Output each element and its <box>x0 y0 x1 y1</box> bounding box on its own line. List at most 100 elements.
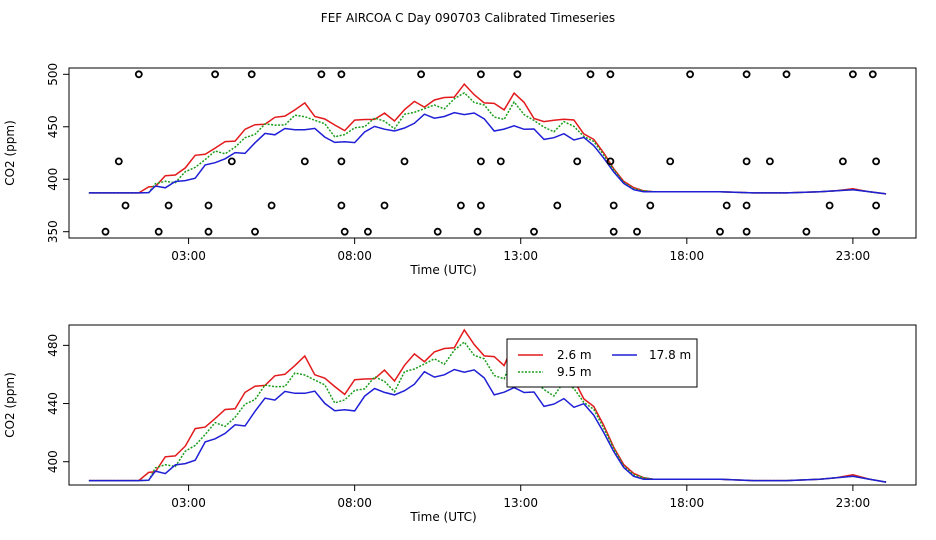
flag-marker <box>154 227 163 236</box>
flag-marker <box>337 70 346 79</box>
legend: 2.6 m 17.8 m 9.5 m <box>506 338 698 388</box>
flag-marker <box>251 227 259 236</box>
flag-marker <box>766 157 774 166</box>
flag-marker <box>211 70 220 79</box>
flag-marker <box>417 70 426 79</box>
flag-marker <box>101 227 110 236</box>
top-data-series <box>88 70 887 236</box>
flag-marker <box>204 227 213 236</box>
top-x-axis-label: Time (UTC) <box>409 263 476 277</box>
flag-marker <box>868 70 877 79</box>
flag-marker <box>742 227 751 236</box>
flag-marker <box>553 201 562 210</box>
top-axes: 03:00 08:00 13:00 18:00 23:00 350 400 450 500 <box>46 63 870 263</box>
flag-marker <box>666 157 675 166</box>
top-x-tick-label: 18:00 <box>670 249 705 263</box>
flag-marker <box>742 70 751 79</box>
flag-marker <box>722 201 731 210</box>
bottom-data-series <box>88 328 887 483</box>
flag-marker <box>433 227 442 236</box>
flag-marker <box>802 227 811 236</box>
top-y-tick-label: 350 <box>46 220 60 243</box>
flag-marker <box>456 201 465 210</box>
top-y-tick-label: 400 <box>46 168 60 191</box>
flag-marker <box>872 201 880 210</box>
flag-marker <box>633 227 641 236</box>
flag-marker <box>609 227 618 236</box>
top-series-9-5m <box>88 91 887 195</box>
flag-marker <box>586 70 595 79</box>
panel-top: 03:00 08:00 13:00 18:00 23:00 350 400 450 500 CO… <box>3 63 917 277</box>
flag-marker <box>340 227 349 236</box>
flag-marker <box>204 201 213 210</box>
flag-marker <box>825 201 834 210</box>
flag-marker <box>363 227 372 236</box>
bottom-y-tick-label: 480 <box>46 334 60 357</box>
bottom-axes: 03:00 08:00 13:00 18:00 23:00 400 440 480 <box>46 334 870 510</box>
flag-marker <box>849 70 857 79</box>
flag-marker <box>496 157 505 166</box>
bottom-series-9-5m <box>88 340 887 483</box>
top-x-tick-label: 08:00 <box>337 249 372 263</box>
legend-label-2-6m: 2.6 m <box>557 348 592 362</box>
flag-marker <box>530 227 538 236</box>
flag-marker <box>227 157 236 166</box>
top-x-tick-label: 13:00 <box>503 249 538 263</box>
flag-marker <box>317 70 326 79</box>
flag-marker <box>513 70 522 79</box>
flag-marker <box>400 157 409 166</box>
bottom-x-tick-label: 23:00 <box>836 496 871 510</box>
bottom-y-tick-label: 400 <box>46 450 60 473</box>
bottom-x-tick-label: 08:00 <box>337 496 372 510</box>
flag-marker <box>716 227 724 236</box>
chart-title: FEF AIRCOA C Day 090703 Calibrated Times… <box>321 11 615 25</box>
flag-marker <box>573 157 582 166</box>
top-x-tick-label: 03:00 <box>171 249 206 263</box>
plot-frame-top <box>68 67 917 239</box>
flag-marker <box>121 201 130 210</box>
flag-marker <box>839 157 847 166</box>
bottom-series-2-6m <box>88 328 887 483</box>
bottom-x-tick-label: 13:00 <box>503 496 538 510</box>
flag-marker <box>742 157 751 166</box>
panel-bottom: 03:00 08:00 13:00 18:00 23:00 400 440 480 CO2 (… <box>3 324 917 524</box>
top-y-axis-label: CO2 (ppm) <box>3 120 17 186</box>
top-x-tick-label: 23:00 <box>836 249 871 263</box>
flag-marker <box>606 70 615 79</box>
flag-marker <box>646 201 655 210</box>
top-series-17-8m <box>88 111 887 195</box>
flag-marker <box>134 70 143 79</box>
flag-marker <box>476 70 485 79</box>
flag-marker <box>267 201 276 210</box>
bottom-x-tick-label: 18:00 <box>670 496 705 510</box>
top-y-tick-label: 450 <box>46 115 60 138</box>
flag-marker <box>337 157 346 166</box>
bottom-series-17-8m <box>88 368 887 483</box>
legend-box <box>506 338 698 388</box>
flag-marker <box>686 70 694 79</box>
top-y-tick-label: 500 <box>46 63 60 86</box>
flag-marker <box>872 227 880 236</box>
flag-marker <box>476 201 485 210</box>
bottom-y-tick-label: 440 <box>46 392 60 415</box>
top-series-2-6m <box>88 82 887 195</box>
flag-marker <box>380 201 389 210</box>
flag-marker <box>476 157 485 166</box>
legend-label-17-8m: 17.8 m <box>649 348 691 362</box>
bottom-x-axis-label: Time (UTC) <box>409 510 476 524</box>
legend-label-9-5m: 9.5 m <box>557 365 592 379</box>
flag-marker <box>606 157 615 166</box>
plot-frame-bottom <box>68 324 917 486</box>
flag-marker <box>872 157 880 166</box>
bottom-y-axis-label: CO2 (ppm) <box>3 372 17 438</box>
flag-marker <box>337 201 346 210</box>
flag-marker <box>609 201 618 210</box>
flag-marker <box>300 157 309 166</box>
flag-marker <box>114 157 123 166</box>
flag-marker <box>742 201 751 210</box>
flag-marker <box>473 227 482 236</box>
bottom-x-tick-label: 03:00 <box>171 496 206 510</box>
flag-marker <box>164 201 173 210</box>
flag-marker <box>247 70 256 79</box>
